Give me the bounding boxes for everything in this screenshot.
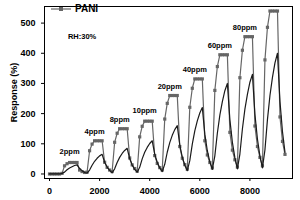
svg-text:2000: 2000 (90, 186, 110, 196)
svg-text:RH:30%: RH:30% (68, 32, 97, 41)
svg-text:300: 300 (20, 78, 35, 88)
svg-text:Response (%): Response (%) (9, 63, 19, 123)
html-text:PANI: PANI (75, 3, 99, 14)
svg-text:100: 100 (20, 139, 35, 149)
svg-text:0: 0 (47, 186, 52, 196)
svg-text:80ppm: 80ppm (233, 23, 258, 32)
svg-text:20ppm: 20ppm (158, 82, 183, 91)
svg-text:400: 400 (20, 48, 35, 58)
svg-text:0: 0 (30, 169, 35, 179)
svg-text:8000: 8000 (240, 186, 260, 196)
svg-text:10ppm: 10ppm (133, 106, 158, 115)
svg-text:2ppm: 2ppm (60, 147, 80, 156)
svg-text:8ppm: 8ppm (110, 115, 130, 124)
svg-text:500: 500 (20, 18, 35, 28)
svg-text:4000: 4000 (140, 186, 160, 196)
svg-text:60ppm: 60ppm (208, 41, 233, 50)
svg-text:40ppm: 40ppm (183, 65, 208, 74)
svg-text:6000: 6000 (190, 186, 210, 196)
svg-text:4ppm: 4ppm (85, 127, 105, 136)
svg-text:200: 200 (20, 109, 35, 119)
